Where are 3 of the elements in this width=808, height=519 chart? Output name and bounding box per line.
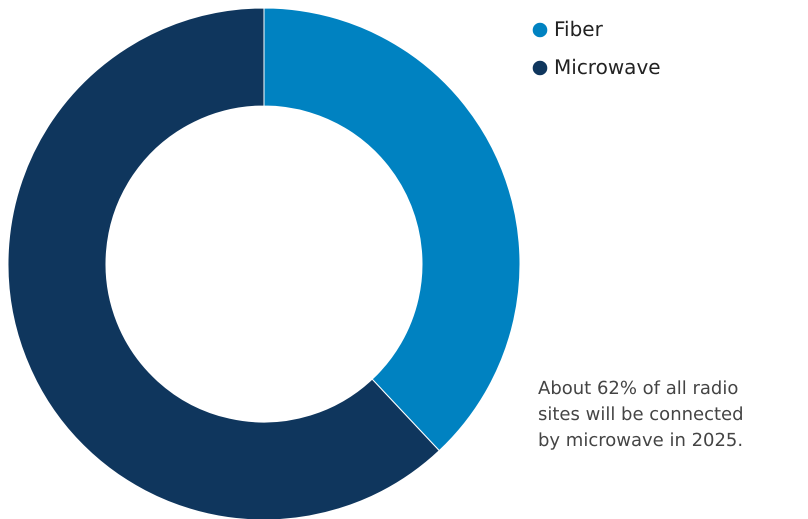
text: About 62% of all radio sites will be connected by microwave in 2025.	[538, 378, 744, 451]
legend-label: Fiber	[554, 17, 604, 41]
legend-label: Microwave	[554, 55, 661, 79]
